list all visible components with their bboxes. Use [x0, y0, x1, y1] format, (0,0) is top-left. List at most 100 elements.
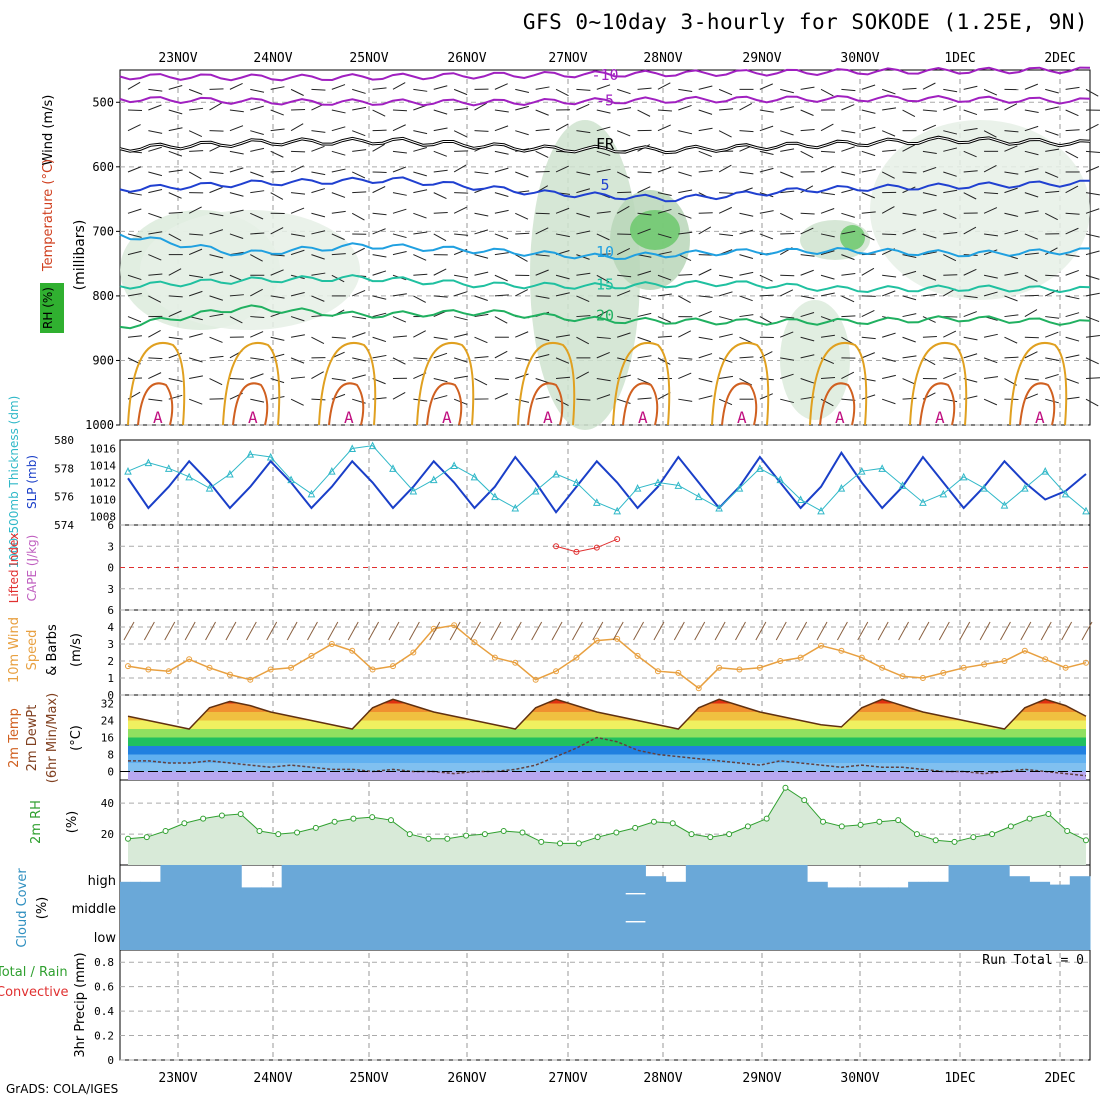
- cape-label: A: [442, 408, 452, 427]
- wind-barb-10m: [571, 621, 583, 641]
- cape-contour: [809, 342, 868, 426]
- wind-barb: [148, 104, 162, 111]
- wind-barb: [596, 211, 611, 214]
- wind-speed-point: [247, 676, 254, 683]
- wind-speed-point: [308, 652, 315, 659]
- wind-barb: [882, 88, 896, 95]
- wind-barb-10m: [266, 621, 278, 641]
- wind-barb: [596, 150, 611, 156]
- wind-barb: [820, 88, 834, 97]
- cape-contour-inner: [426, 382, 463, 426]
- wind-barb-10m: [388, 621, 400, 641]
- wind-barb: [515, 171, 529, 178]
- wind-barb: [392, 357, 406, 365]
- wind-speed-point: [410, 649, 417, 656]
- wind-barb: [311, 145, 325, 152]
- wind-barb: [229, 82, 243, 90]
- wind-barb: [657, 82, 671, 90]
- wind-barb: [535, 354, 550, 359]
- thickness-point: [715, 503, 723, 512]
- ylabel-rh2-unit: (%): [65, 811, 80, 834]
- wind-barb: [596, 378, 611, 382]
- wind-barb: [800, 354, 815, 359]
- wind-barb-10m: [938, 621, 950, 641]
- cloud-bar-high: [120, 881, 141, 893]
- wind-barb: [922, 192, 937, 197]
- cloud-bar-middle: [483, 893, 505, 921]
- wind-barb-10m: [429, 621, 441, 641]
- wind-barb: [637, 87, 652, 90]
- wind-barb: [800, 212, 815, 215]
- wind-barb: [311, 130, 326, 133]
- wind-barb: [535, 86, 550, 90]
- wind-barb: [596, 109, 611, 114]
- wind-barb-10m: [653, 621, 665, 641]
- date-label-bottom: 2DEC: [1044, 1071, 1075, 1086]
- wind-barb: [433, 85, 448, 90]
- wind-barb: [739, 336, 753, 344]
- wind-barb: [290, 233, 305, 237]
- wind-barb: [739, 271, 754, 276]
- wind-barb: [352, 88, 366, 94]
- contour-line-FR-inner: [119, 136, 1091, 154]
- thickness-point: [205, 484, 214, 492]
- rh-point: [1026, 815, 1033, 822]
- wind-barb: [168, 310, 182, 318]
- wind-barb: [168, 378, 183, 382]
- wind-barb: [352, 374, 366, 380]
- wind-barb: [290, 249, 305, 256]
- cloud-bar-middle: [342, 893, 363, 921]
- wind-barb: [229, 125, 244, 132]
- wind-barb: [943, 88, 958, 93]
- wind-barb: [351, 212, 365, 221]
- wind-barb: [331, 126, 346, 132]
- thickness-point: [959, 472, 968, 481]
- cloud-bar-high: [948, 865, 970, 893]
- wind-barb: [800, 150, 814, 159]
- lifted-index-point: [593, 544, 600, 551]
- thickness-point: [674, 481, 683, 489]
- wind-barb: [392, 192, 407, 196]
- cloud-bar-low: [281, 921, 303, 950]
- wind-barb: [270, 86, 285, 90]
- rh-point: [125, 835, 131, 842]
- wind-barb: [311, 371, 324, 379]
- wind-barb: [535, 227, 549, 235]
- wind-barb: [168, 192, 182, 199]
- wind-barb: [392, 250, 407, 256]
- thickness-point: [124, 467, 132, 475]
- wind-barb: [148, 273, 163, 276]
- cloud-bar-middle: [746, 893, 768, 921]
- wind-barb: [596, 233, 610, 241]
- wind-barb: [983, 207, 998, 214]
- ylabel-temperature: Temperature (°C): [41, 159, 56, 272]
- wind-barb-10m: [735, 621, 746, 641]
- rh-point: [669, 820, 676, 827]
- wind-barb: [882, 149, 897, 152]
- thickness-point: [511, 503, 520, 512]
- wind-barb: [739, 356, 754, 359]
- wind-barb: [494, 252, 509, 256]
- rh-point: [801, 797, 808, 804]
- ylabel-cloud-unit: (%): [35, 897, 50, 920]
- wind-barb-10m: [979, 621, 991, 641]
- wind-barb: [678, 274, 693, 276]
- wind-barb: [719, 108, 734, 111]
- wind-barb: [657, 109, 672, 112]
- wind-barb: [902, 109, 916, 118]
- wind-speed-point: [940, 669, 947, 676]
- rh-point: [444, 835, 451, 842]
- cloud-bar-high: [443, 865, 465, 893]
- wind-barb: [800, 109, 814, 116]
- rh-point: [519, 829, 526, 836]
- wind-barb: [555, 123, 569, 132]
- wind-barb: [453, 206, 467, 214]
- wind-barb: [882, 357, 896, 362]
- cloud-bar-middle: [968, 893, 990, 921]
- cloud-bar-middle: [160, 893, 182, 921]
- cloud-bar-high: [342, 865, 363, 893]
- wind-barb: [413, 88, 428, 92]
- cloud-bar-low: [726, 921, 747, 950]
- date-label-bottom: 29NOV: [742, 1071, 781, 1086]
- wind-barb-10m: [775, 621, 787, 641]
